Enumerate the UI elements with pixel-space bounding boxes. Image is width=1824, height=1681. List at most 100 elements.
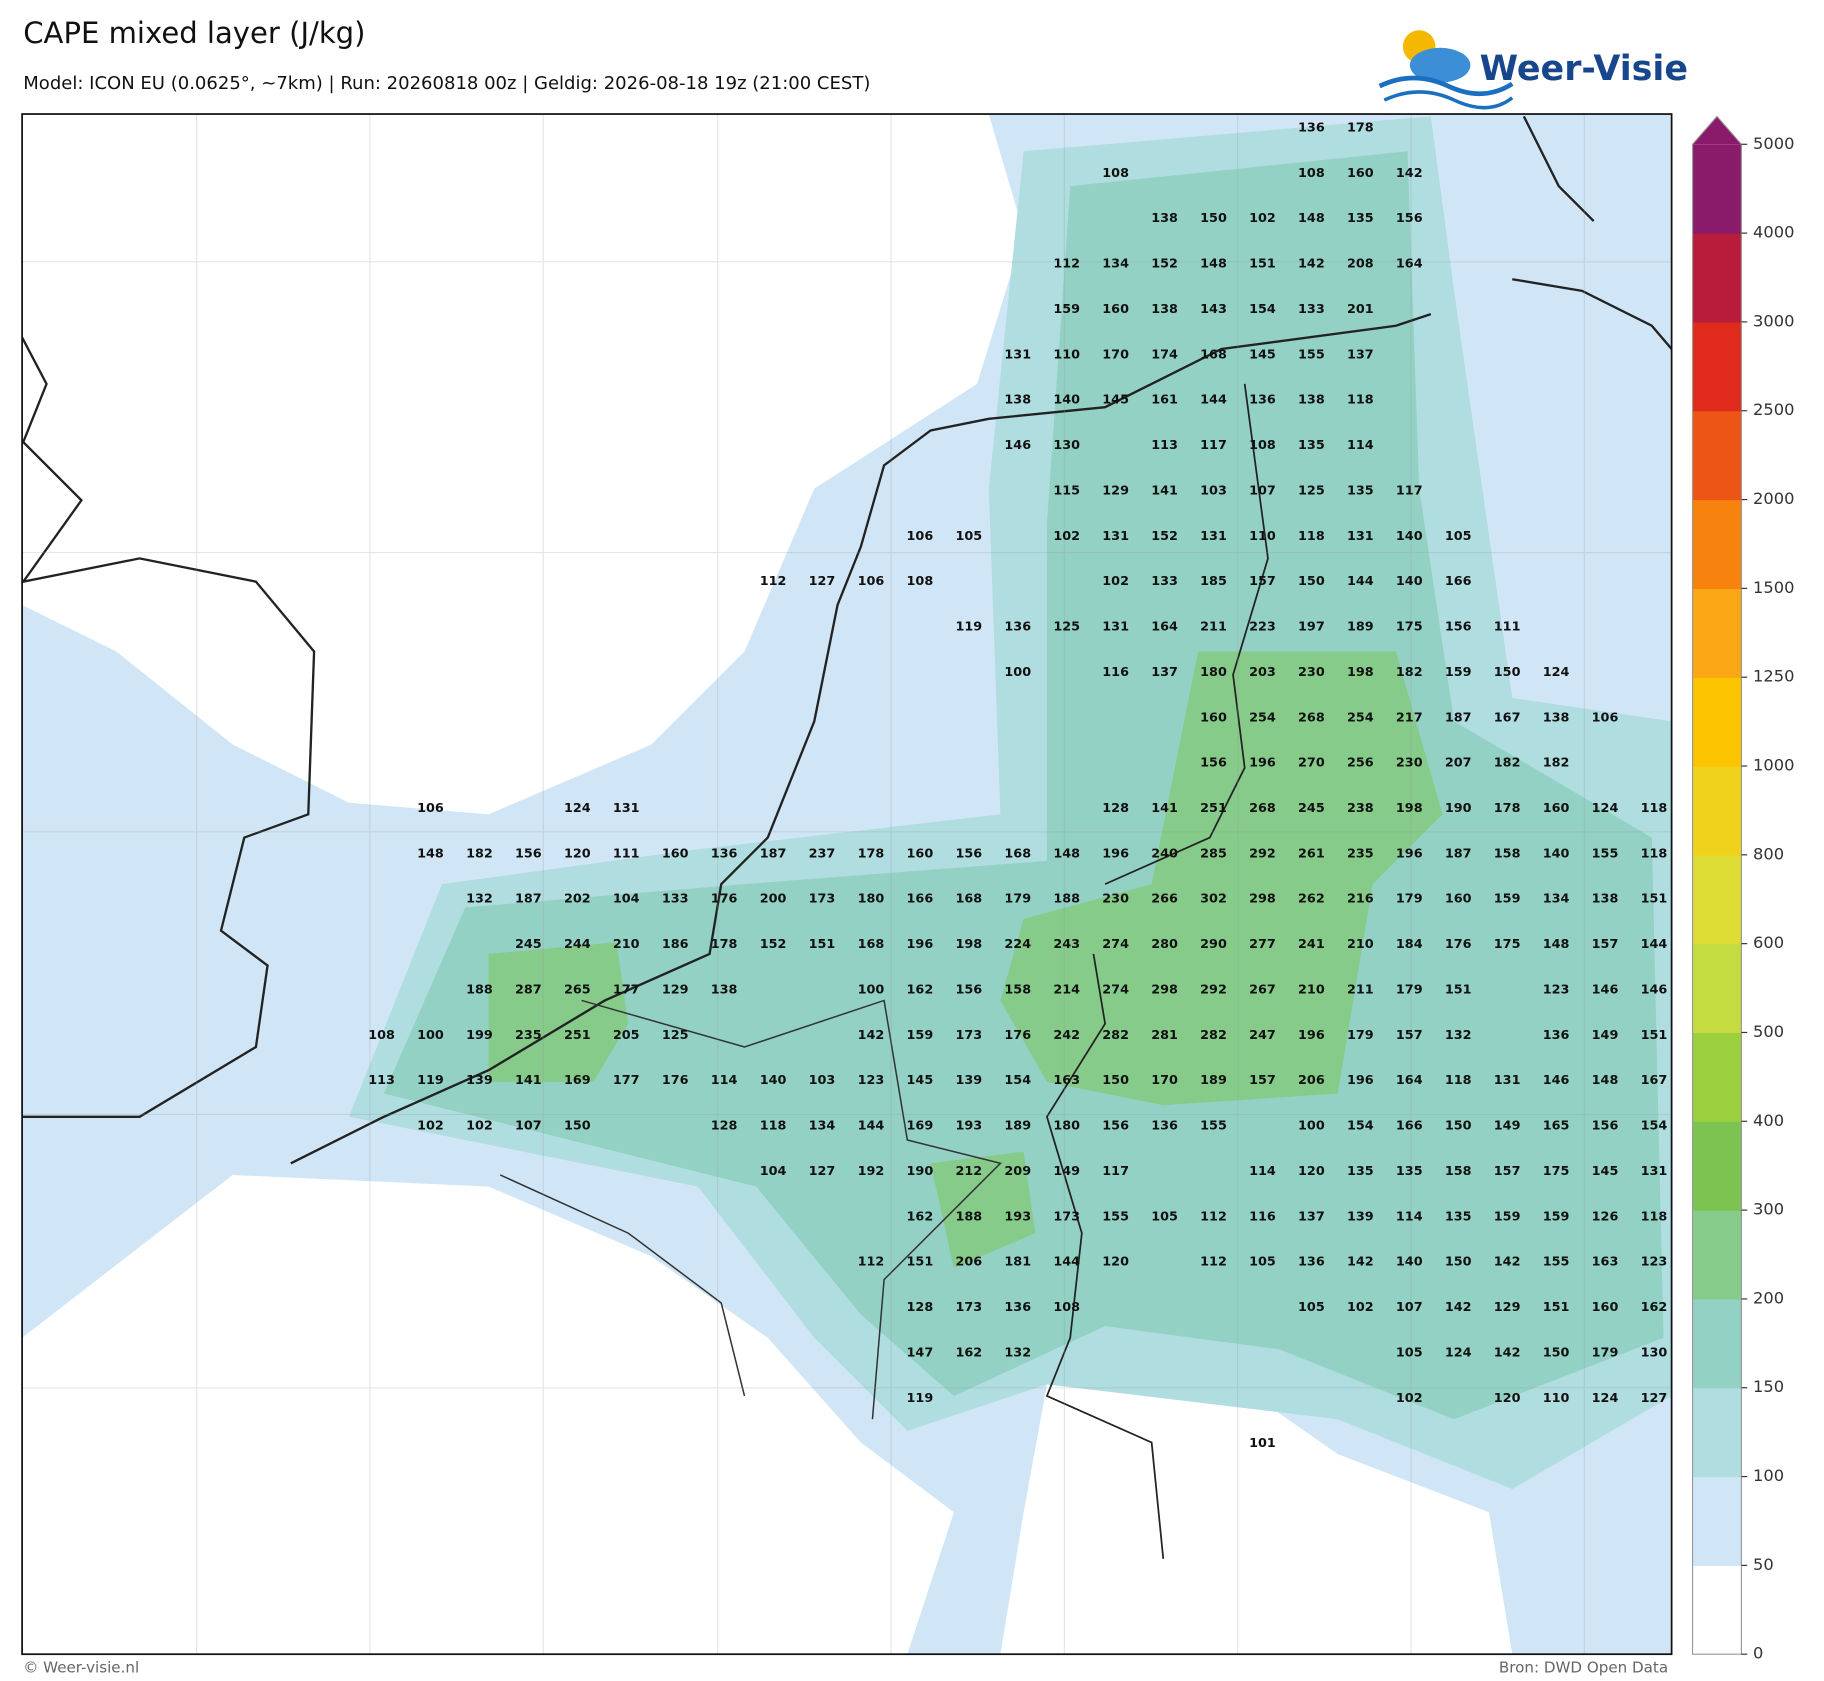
cape-value: 124 <box>564 801 591 816</box>
cape-value: 168 <box>955 892 982 907</box>
cape-value: 212 <box>955 1164 982 1179</box>
cape-value: 150 <box>1102 1073 1129 1088</box>
cape-value: 147 <box>907 1345 934 1360</box>
cape-value: 152 <box>1151 257 1178 272</box>
cape-value: 125 <box>1298 483 1325 498</box>
cape-value: 179 <box>1396 892 1423 907</box>
colorbar-tick-label: 400 <box>1753 1111 1784 1130</box>
cape-value: 230 <box>1298 665 1325 680</box>
logo: Weer-Visie <box>1378 30 1688 110</box>
cape-value: 135 <box>1298 438 1325 453</box>
cape-200 <box>930 1151 1036 1268</box>
cape-value: 149 <box>1053 1164 1080 1179</box>
cape-value: 196 <box>907 937 934 952</box>
cape-value: 106 <box>858 574 885 589</box>
cape-value: 131 <box>613 801 640 816</box>
logo-wave <box>1378 75 1514 97</box>
cape-value: 142 <box>1494 1255 1521 1270</box>
cape-value: 156 <box>1592 1119 1619 1134</box>
cape-value: 298 <box>1151 982 1178 997</box>
colorbar-bin <box>1692 233 1742 323</box>
cape-value: 256 <box>1347 756 1374 771</box>
cape-value: 166 <box>1445 574 1472 589</box>
cape-value: 230 <box>1396 756 1423 771</box>
cape-value: 196 <box>1347 1073 1374 1088</box>
cape-value: 160 <box>907 846 934 861</box>
cape-value: 105 <box>1396 1345 1423 1360</box>
cape-value: 154 <box>1249 302 1276 317</box>
cape-value: 118 <box>760 1119 787 1134</box>
border <box>1045 383 1269 1559</box>
colorbar-tick-label: 0 <box>1753 1644 1763 1663</box>
cape-value: 262 <box>1298 892 1325 907</box>
cape-value: 282 <box>1200 1028 1227 1043</box>
cape-value: 138 <box>1592 892 1619 907</box>
cape-value: 160 <box>1592 1300 1619 1315</box>
cape-value: 270 <box>1298 756 1325 771</box>
cape-value: 150 <box>1543 1345 1570 1360</box>
cape-value: 189 <box>1004 1119 1031 1134</box>
colorbar-tick-label: 1250 <box>1753 667 1794 686</box>
cape-value: 189 <box>1347 620 1374 635</box>
cape-value: 138 <box>1004 393 1031 408</box>
cape-value: 175 <box>1494 937 1521 952</box>
cape-value: 251 <box>564 1028 591 1043</box>
cape-value: 280 <box>1151 937 1178 952</box>
cape-value: 102 <box>466 1119 493 1134</box>
cape-value: 132 <box>1004 1345 1031 1360</box>
cape-value: 173 <box>809 892 836 907</box>
cape-value: 102 <box>1102 574 1129 589</box>
cape-value: 281 <box>1151 1028 1178 1043</box>
cape-value: 149 <box>1494 1119 1521 1134</box>
cape-value: 120 <box>1494 1391 1521 1406</box>
cape-value: 211 <box>1200 620 1227 635</box>
cape-value: 242 <box>1053 1028 1080 1043</box>
cape-value: 156 <box>1200 756 1227 771</box>
cape-value: 155 <box>1102 1209 1129 1224</box>
cape-value: 124 <box>1592 801 1619 816</box>
cape-value: 139 <box>466 1073 493 1088</box>
cape-value: 108 <box>1102 166 1129 181</box>
cape-value: 151 <box>809 937 836 952</box>
cape-value: 140 <box>760 1073 787 1088</box>
cape-value: 112 <box>1200 1209 1227 1224</box>
cape-value: 135 <box>1396 1164 1423 1179</box>
cape-value: 187 <box>1445 710 1472 725</box>
cape-value: 145 <box>907 1073 934 1088</box>
white-area <box>22 1174 954 1655</box>
cape-value: 136 <box>1298 1255 1325 1270</box>
cape-value: 108 <box>368 1028 395 1043</box>
cape-value: 104 <box>760 1164 787 1179</box>
cape-value: 131 <box>1641 1164 1668 1179</box>
cape-value: 203 <box>1249 665 1276 680</box>
cape-value: 127 <box>1641 1391 1668 1406</box>
cape-value: 111 <box>613 846 640 861</box>
cape-value: 179 <box>1592 1345 1619 1360</box>
cape-value: 199 <box>466 1028 493 1043</box>
cape-value: 235 <box>515 1028 542 1043</box>
cape-value: 139 <box>955 1073 982 1088</box>
cape-value: 152 <box>1151 529 1178 544</box>
cape-value: 119 <box>907 1391 934 1406</box>
coastline <box>290 313 1432 1165</box>
cape-value: 160 <box>1445 892 1472 907</box>
cape-value: 106 <box>1592 710 1619 725</box>
cape-value: 196 <box>1102 846 1129 861</box>
colorbar-bin <box>1692 410 1742 501</box>
cape-value: 180 <box>1053 1119 1080 1134</box>
cape-value: 116 <box>1102 665 1129 680</box>
cape-value: 180 <box>858 892 885 907</box>
cape-value: 247 <box>1249 1028 1276 1043</box>
cape-value: 135 <box>1347 211 1374 226</box>
cape-value: 207 <box>1445 756 1472 771</box>
cape-value: 245 <box>1298 801 1325 816</box>
cape-value: 196 <box>1396 846 1423 861</box>
cape-value: 180 <box>1200 665 1227 680</box>
cape-value: 100 <box>1004 665 1031 680</box>
cape-value: 134 <box>1102 257 1129 272</box>
cape-value: 210 <box>613 937 640 952</box>
cape-value: 208 <box>1347 257 1374 272</box>
cape-value: 134 <box>809 1119 836 1134</box>
cape-value: 105 <box>955 529 982 544</box>
